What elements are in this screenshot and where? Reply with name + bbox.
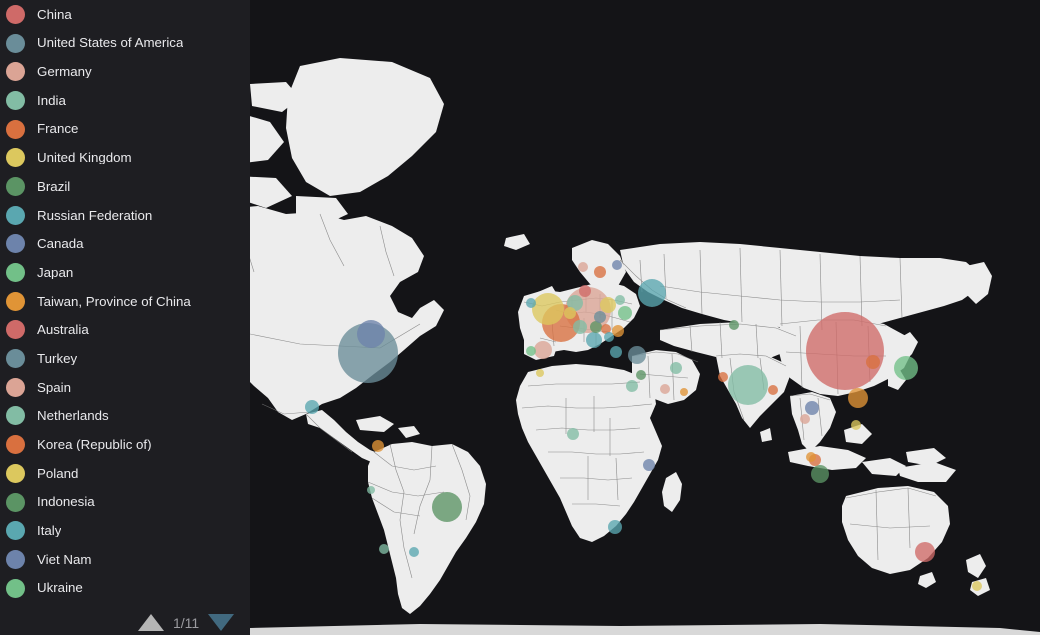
legend-item-turkey[interactable]: Turkey [0,344,250,373]
legend-swatch-icon [6,33,25,53]
legend-item-japan[interactable]: Japan [0,258,250,287]
legend-swatch-icon [6,435,25,455]
legend-item-india[interactable]: India [0,86,250,115]
legend-item-label: United Kingdom [37,151,132,165]
legend-item-canada[interactable]: Canada [0,230,250,259]
legend-item-label: France [37,122,79,136]
legend-item-label: India [37,93,66,108]
legend-swatch-icon [6,492,25,512]
legend-item-label: Poland [37,466,79,480]
legend-item-label: Netherlands [37,409,109,423]
legend-swatch-icon [6,291,25,311]
legend-swatch-icon [6,578,25,598]
legend-item-label: Japan [37,265,74,280]
legend-item-label: Russian Federation [37,208,153,222]
legend-swatch-icon [6,406,25,426]
legend-item-korea-republic-of[interactable]: Korea (Republic of) [0,430,250,459]
legend-swatch-icon [6,320,25,340]
legend-item-united-kingdom[interactable]: United Kingdom [0,143,250,172]
legend-swatch-icon [6,148,25,168]
legend-item-label: Viet Nam [37,552,92,567]
legend-item-label: Germany [37,65,92,79]
legend-swatch-icon [6,62,25,82]
legend-item-netherlands[interactable]: Netherlands [0,402,250,431]
legend-item-label: China [37,7,72,21]
legend-swatch-icon [6,377,25,397]
legend-page-indicator: 1/11 [173,614,200,631]
legend-item-label: Taiwan, Province of China [37,294,191,308]
legend-panel[interactable]: China United States of America Germany Indi… [0,0,250,635]
legend-item-poland[interactable]: Poland [0,459,250,488]
legend-swatch-icon [6,549,25,569]
triangle-down-icon[interactable] [208,614,235,631]
legend-item-united-states-of-america[interactable]: United States of America [0,29,250,58]
legend-pager[interactable]: 1/11 [138,614,235,631]
legend-item-brazil[interactable]: Brazil [0,172,250,201]
legend-item-australia[interactable]: Australia [0,316,250,345]
legend-swatch-icon [6,234,25,254]
legend-swatch-icon [6,176,25,196]
legend-item-label: Ukraine [37,581,83,595]
triangle-up-icon[interactable] [138,614,164,631]
legend-item-label: Brazil [37,179,71,194]
legend-item-viet-nam[interactable]: Viet Nam [0,545,250,574]
legend-item-label: Spain [37,380,72,394]
legend-item-label: Canada [37,237,84,251]
legend-item-label: Korea (Republic of) [37,438,152,452]
legend-swatch-icon [6,90,25,110]
legend-item-china[interactable]: China [0,0,250,29]
legend-item-label: Italy [37,524,62,538]
legend-item-italy[interactable]: Italy [0,516,250,545]
legend-swatch-icon [6,205,25,225]
legend-item-france[interactable]: France [0,115,250,144]
legend-item-label: Australia [37,323,89,337]
legend-item-germany[interactable]: Germany [0,57,250,86]
legend-swatch-icon [6,349,25,369]
legend-item-spain[interactable]: Spain [0,373,250,402]
legend-item-russian-federation[interactable]: Russian Federation [0,201,250,230]
legend-item-taiwan-province-of-china[interactable]: Taiwan, Province of China [0,287,250,316]
legend-item-indonesia[interactable]: Indonesia [0,488,250,517]
legend-item-label: Indonesia [37,495,95,509]
legend-swatch-icon [6,4,25,24]
legend-swatch-icon [6,521,25,541]
legend-swatch-icon [6,263,25,283]
legend-swatch-icon [6,119,25,139]
legend-item-label: United States of America [37,36,184,50]
legend-item-label: Turkey [37,351,78,366]
legend-swatch-icon [6,463,25,483]
legend-item-ukraine[interactable]: Ukraine [0,574,250,603]
